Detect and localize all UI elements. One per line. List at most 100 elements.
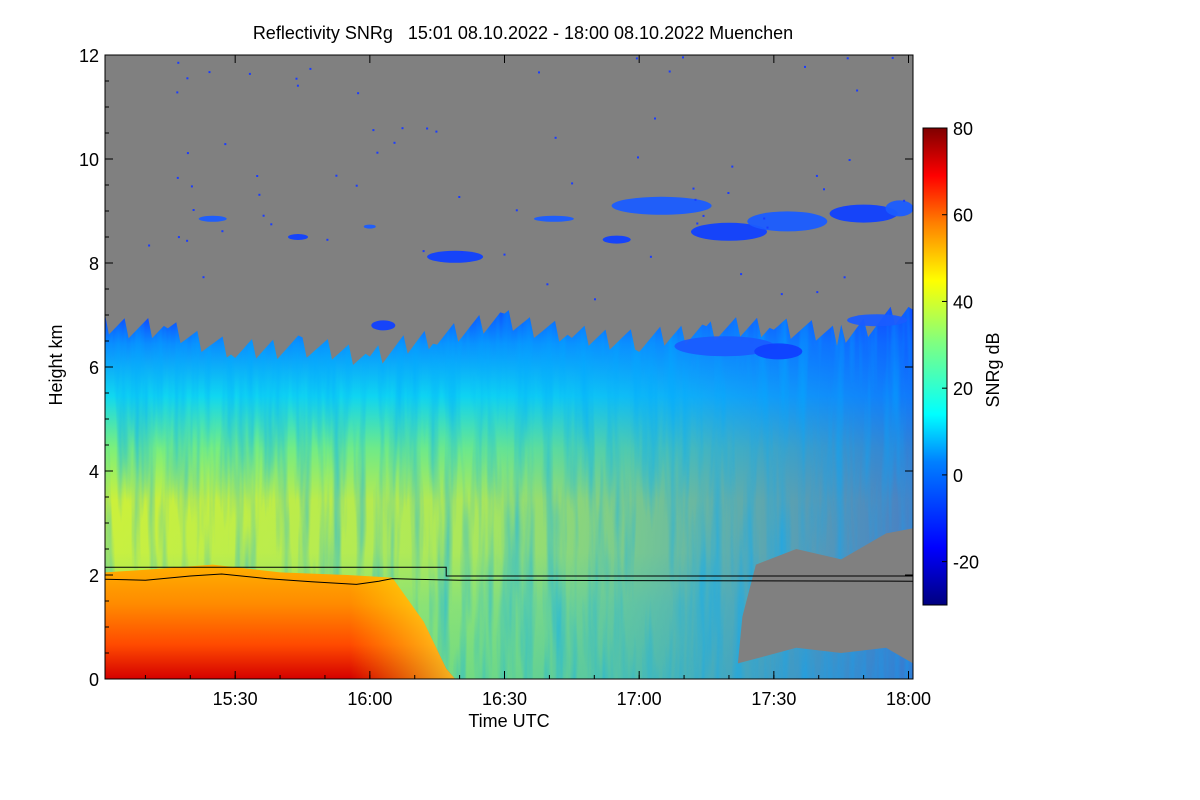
cirrus-patch <box>602 235 631 244</box>
x-tick-label: 17:30 <box>751 689 796 709</box>
noise-speckle <box>221 230 224 233</box>
y-tick-label: 8 <box>89 254 99 274</box>
noise-speckle <box>458 196 461 198</box>
cirrus-patch <box>198 215 227 222</box>
x-tick-label: 15:30 <box>213 689 258 709</box>
noise-speckle <box>763 217 766 220</box>
noise-speckle <box>296 84 299 87</box>
noise-speckle <box>295 77 298 80</box>
colorbar: -20 0 20 40 60 80 SNRg dB <box>922 119 1003 606</box>
cirrus-patches <box>198 196 913 360</box>
noise-speckle <box>335 174 338 177</box>
cirrus-patch <box>674 336 775 357</box>
noise-speckle <box>815 174 818 177</box>
x-tick-label: 16:00 <box>347 689 392 709</box>
y-axis-label: Height km <box>46 324 66 405</box>
noise-speckle <box>355 184 358 187</box>
noise-speckle <box>258 193 261 196</box>
noise-speckle <box>435 130 438 133</box>
noise-speckle <box>186 77 189 80</box>
noise-speckle <box>401 127 404 130</box>
y-tick-label: 6 <box>89 358 99 378</box>
noise-speckle <box>903 199 906 202</box>
noise-speckle <box>190 185 193 188</box>
noise-speckle <box>816 291 819 294</box>
noise-speckle <box>177 236 180 239</box>
colorbar-tick-label: 40 <box>953 292 973 312</box>
noise-speckle <box>804 65 806 68</box>
noise-speckle <box>422 250 425 253</box>
noise-speckle <box>635 57 638 60</box>
cirrus-patch <box>691 222 767 241</box>
noise-speckle <box>554 136 557 139</box>
noise-speckle <box>668 70 671 73</box>
colorbar-tick-label: 20 <box>953 379 973 399</box>
colorbar-gradient <box>922 127 948 606</box>
noise-speckle <box>270 223 273 226</box>
noise-speckle <box>697 234 700 237</box>
noise-speckle <box>461 251 463 254</box>
noise-speckle <box>426 127 429 130</box>
chart-title: Reflectivity SNRg 15:01 08.10.2022 - 18:… <box>253 23 793 43</box>
cirrus-patch <box>371 320 396 331</box>
noise-speckle <box>694 198 697 201</box>
cirrus-patch <box>427 250 484 263</box>
noise-speckle <box>843 276 846 279</box>
upper-step-line <box>105 566 913 577</box>
noise-speckle <box>696 222 699 225</box>
colorbar-tick-label: -20 <box>953 553 979 573</box>
noise-speckle <box>538 71 540 74</box>
colorbar-tick-label: 0 <box>953 466 963 486</box>
noise-speckle <box>546 283 549 286</box>
noise-speckle <box>262 214 265 217</box>
noise-speckle <box>202 276 205 279</box>
noise-speckle <box>372 129 375 132</box>
x-tick-label: 18:00 <box>886 689 931 709</box>
noise-speckle <box>192 209 195 211</box>
cirrus-patch <box>847 314 908 327</box>
noise-speckle <box>309 67 312 70</box>
lower-line <box>105 573 913 585</box>
noise-speckle <box>637 156 639 159</box>
colorbar-label: SNRg dB <box>983 332 1003 407</box>
line-series <box>105 566 913 585</box>
noise-speckle <box>654 117 656 120</box>
colorbar-tick-label: 60 <box>953 206 973 226</box>
noise-speckle <box>148 244 151 247</box>
noise-speckle <box>186 239 189 242</box>
noise-speckle <box>176 176 179 179</box>
y-axis: 0 2 4 6 8 10 12 <box>79 46 913 690</box>
noise-speckle <box>571 182 574 185</box>
noise-speckle <box>766 226 769 229</box>
y-tick-label: 2 <box>89 566 99 586</box>
noise-speckle <box>177 61 180 64</box>
y-tick-label: 4 <box>89 462 99 482</box>
noise-speckle <box>727 192 730 194</box>
cirrus-patch <box>754 343 803 360</box>
noise-speckle <box>823 188 825 191</box>
x-axis-label: Time UTC <box>468 711 549 731</box>
noise-speckle <box>856 89 859 92</box>
noise-speckle <box>326 238 329 241</box>
noise-speckle <box>256 175 259 177</box>
radar-heatmap <box>105 55 913 679</box>
colorbar-tick-label: 80 <box>953 119 973 139</box>
cirrus-patch <box>829 204 898 223</box>
noise-speckle <box>846 57 849 60</box>
cirrus-patch <box>288 234 308 240</box>
noise-speckle <box>702 214 705 217</box>
cirrus-patch <box>747 211 828 232</box>
noise-speckle <box>376 151 379 154</box>
cirrus-patch <box>363 224 376 229</box>
noise-speckle <box>682 56 684 59</box>
noise-speckle <box>515 209 518 212</box>
noise-speckle <box>208 71 211 74</box>
low-level-transition <box>105 564 456 679</box>
x-tick-label: 16:30 <box>482 689 527 709</box>
noise-speckle <box>357 92 360 95</box>
noise-speckle <box>224 143 227 146</box>
noise-speckle <box>731 165 734 168</box>
x-axis: 15:30 16:00 16:30 17:00 17:30 18:00 <box>144 55 931 709</box>
